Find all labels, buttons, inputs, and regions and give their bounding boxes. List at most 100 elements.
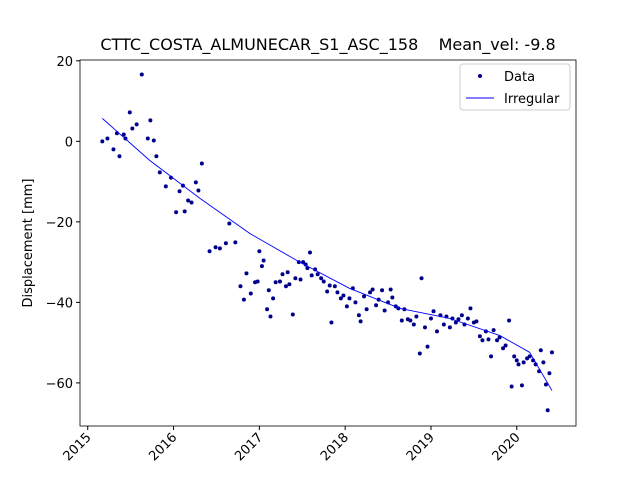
data-point — [358, 319, 363, 324]
data-point — [480, 338, 485, 343]
data-point — [241, 297, 246, 302]
data-point — [154, 154, 159, 159]
plot-area — [100, 72, 554, 413]
legend-swatch — [478, 74, 482, 78]
data-point — [266, 288, 271, 293]
data-point — [390, 295, 395, 300]
data-point — [280, 272, 285, 277]
data-point — [182, 209, 187, 214]
data-point — [148, 118, 153, 123]
data-point — [419, 276, 424, 281]
data-point — [248, 291, 253, 296]
data-point — [453, 320, 458, 325]
data-point — [283, 284, 288, 289]
data-point — [139, 72, 144, 77]
data-point — [388, 287, 393, 292]
data-point — [111, 147, 116, 152]
data-point — [100, 139, 105, 144]
y-tick-label: −60 — [46, 377, 73, 392]
y-tick-label: −40 — [46, 296, 73, 311]
data-point — [265, 307, 270, 312]
data-point — [196, 188, 201, 193]
data-point — [362, 294, 367, 299]
data-point — [489, 354, 494, 359]
data-point — [399, 318, 404, 323]
data-point — [408, 318, 413, 323]
y-tick-label: 0 — [65, 135, 73, 150]
data-point — [290, 312, 295, 317]
data-point — [519, 383, 524, 388]
data-point — [382, 308, 387, 313]
data-point — [477, 334, 482, 339]
data-point — [491, 328, 496, 333]
data-point — [271, 296, 276, 301]
data-point — [257, 249, 262, 254]
data-point — [503, 343, 508, 348]
data-point — [541, 360, 546, 365]
data-point — [516, 362, 521, 367]
data-point — [411, 322, 416, 327]
data-point — [189, 200, 194, 205]
legend-label: Irregular — [504, 92, 560, 107]
data-point — [238, 284, 243, 289]
y-axis-label: Displacement [mm] — [21, 179, 36, 308]
data-point — [277, 279, 282, 284]
data-point — [459, 313, 464, 318]
data-point — [134, 122, 139, 127]
data-point — [495, 338, 500, 343]
data-point — [533, 362, 538, 367]
data-point — [356, 313, 361, 318]
legend-label: Data — [504, 70, 535, 85]
data-point — [309, 273, 314, 278]
data-point — [244, 271, 249, 276]
data-point — [474, 319, 479, 324]
data-point — [298, 277, 303, 282]
data-point — [353, 300, 358, 305]
data-point — [127, 110, 132, 115]
data-point — [193, 180, 198, 185]
data-point — [441, 322, 446, 327]
data-point — [321, 279, 326, 284]
data-point — [307, 250, 312, 255]
data-point — [380, 288, 385, 293]
data-point — [319, 276, 324, 281]
data-point — [105, 136, 110, 141]
data-point — [414, 314, 419, 319]
data-point — [509, 384, 514, 389]
data-point — [121, 132, 126, 137]
data-point — [186, 198, 191, 203]
data-point — [527, 354, 532, 359]
data-point — [151, 138, 156, 143]
trend-line — [102, 118, 553, 391]
data-point — [255, 279, 260, 284]
y-tick-label: −20 — [46, 216, 73, 231]
data-point — [177, 189, 182, 194]
data-point — [157, 170, 162, 175]
data-point — [547, 371, 552, 376]
data-point — [117, 154, 122, 159]
data-point — [374, 303, 379, 308]
data-point — [338, 296, 343, 301]
data-point — [428, 316, 433, 321]
data-point — [268, 314, 273, 319]
data-point — [347, 296, 352, 301]
data-point — [273, 280, 278, 285]
data-point — [227, 221, 232, 226]
data-point — [207, 249, 212, 254]
data-point — [364, 307, 369, 312]
data-point — [341, 293, 346, 298]
data-point — [223, 241, 228, 246]
data-point — [293, 276, 298, 281]
data-point — [512, 354, 517, 359]
data-point — [545, 408, 550, 413]
data-point — [325, 289, 330, 294]
data-point — [425, 344, 430, 349]
data-point — [368, 290, 373, 295]
y-tick-label: 20 — [56, 55, 73, 70]
data-point — [447, 325, 452, 330]
data-point — [332, 284, 337, 289]
data-point — [285, 270, 290, 275]
data-point — [315, 272, 320, 277]
data-point — [417, 351, 422, 356]
